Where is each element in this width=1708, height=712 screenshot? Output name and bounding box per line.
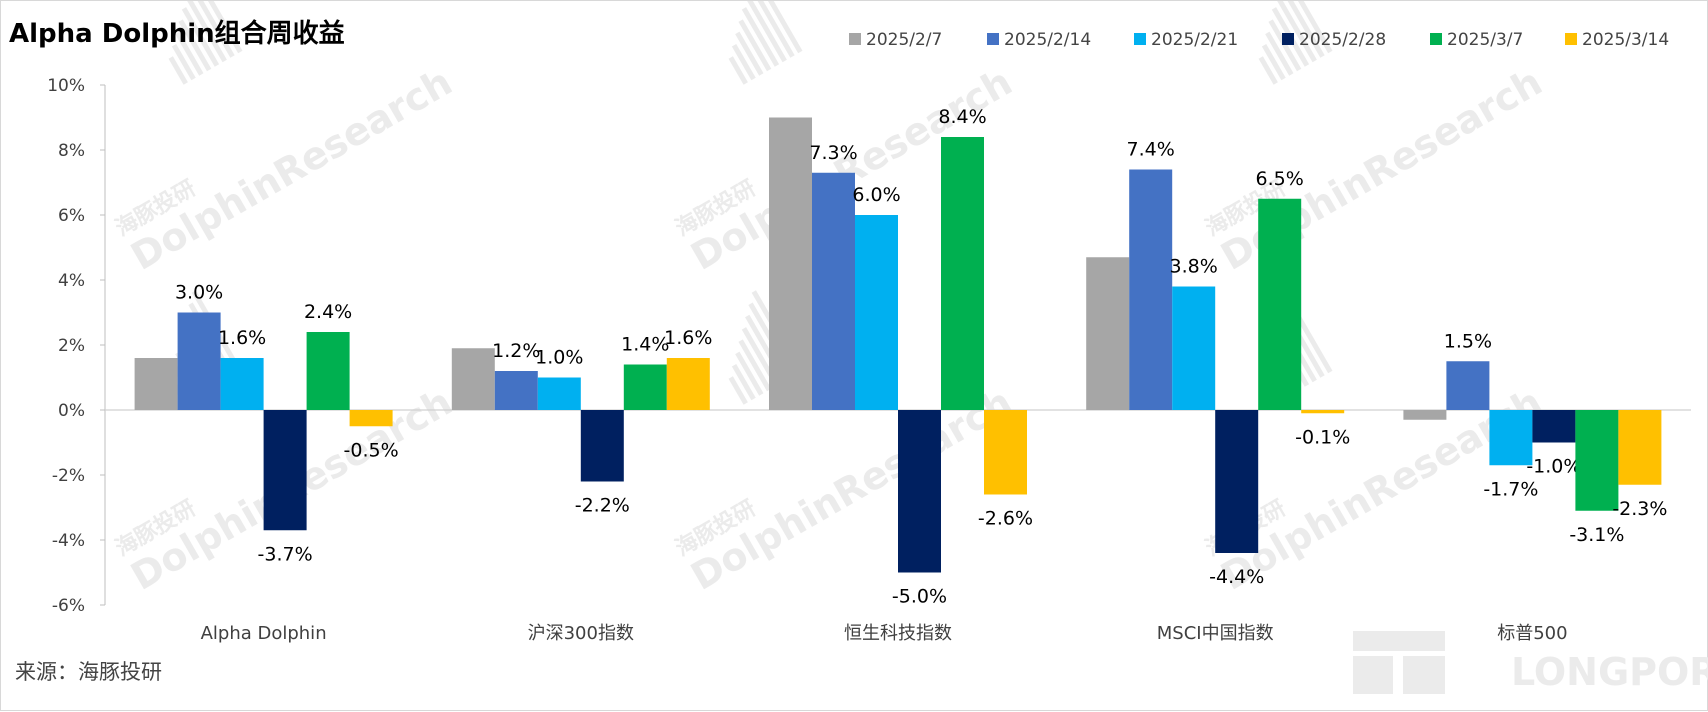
x-category-label: 沪深300指数 bbox=[528, 623, 634, 644]
partner-logo-text: LONGPORT bbox=[1511, 650, 1708, 694]
y-tick-label: 4% bbox=[58, 271, 85, 291]
data-label: 8.4% bbox=[938, 106, 986, 128]
x-category-label: 恒生科技指数 bbox=[844, 623, 952, 644]
data-label: 6.5% bbox=[1256, 168, 1304, 190]
legend-label: 2025/2/14 bbox=[1004, 30, 1091, 50]
data-label: -0.5% bbox=[344, 439, 399, 461]
x-category-label: 标普500 bbox=[1497, 623, 1567, 644]
y-tick-label: 2% bbox=[58, 336, 85, 356]
bar bbox=[624, 365, 667, 411]
y-tick-label: 8% bbox=[58, 141, 85, 161]
data-label: 6.0% bbox=[852, 184, 900, 206]
x-category-label: MSCI中国指数 bbox=[1157, 623, 1274, 644]
bar bbox=[1575, 410, 1618, 511]
bar bbox=[812, 173, 855, 410]
bar bbox=[855, 215, 898, 410]
y-tick-label: 10% bbox=[47, 76, 85, 96]
data-label: 1.6% bbox=[664, 327, 712, 349]
bar bbox=[307, 332, 350, 410]
bar bbox=[495, 371, 538, 410]
legend-swatch bbox=[1134, 33, 1146, 45]
x-category-label: Alpha Dolphin bbox=[201, 623, 327, 644]
data-label: 7.3% bbox=[809, 142, 857, 164]
bar bbox=[769, 118, 812, 411]
legend-label: 2025/2/21 bbox=[1151, 30, 1238, 50]
legend-swatch bbox=[1282, 33, 1294, 45]
data-label: 1.6% bbox=[218, 327, 266, 349]
watermark-en: DolphinResearch bbox=[684, 379, 1020, 598]
bar bbox=[1403, 410, 1446, 420]
bar bbox=[941, 137, 984, 410]
data-label: -2.3% bbox=[1612, 498, 1667, 520]
watermark-en: DolphinResearch bbox=[124, 59, 460, 278]
data-label: -3.7% bbox=[258, 543, 313, 565]
bar bbox=[1086, 257, 1129, 410]
bar bbox=[178, 313, 221, 411]
data-label: 3.0% bbox=[175, 282, 223, 304]
bar bbox=[538, 378, 581, 411]
bar bbox=[221, 358, 264, 410]
y-tick-label: -4% bbox=[52, 531, 85, 551]
bar bbox=[1215, 410, 1258, 553]
data-label: 3.8% bbox=[1170, 256, 1218, 278]
y-tick-label: -2% bbox=[52, 466, 85, 486]
bar bbox=[1532, 410, 1575, 443]
legend-swatch bbox=[1565, 33, 1577, 45]
chart-title: Alpha Dolphin组合周收益 bbox=[9, 13, 345, 50]
legend-label: 2025/3/14 bbox=[1582, 30, 1669, 50]
y-tick-label: 0% bbox=[58, 401, 85, 421]
data-label: 1.0% bbox=[535, 347, 583, 369]
bar bbox=[667, 358, 710, 410]
bar bbox=[581, 410, 624, 482]
data-label: -2.6% bbox=[978, 508, 1033, 530]
legend-label: 2025/2/28 bbox=[1299, 30, 1386, 50]
bar bbox=[350, 410, 393, 426]
bar bbox=[984, 410, 1027, 495]
bar bbox=[135, 358, 178, 410]
data-label: 1.4% bbox=[621, 334, 669, 356]
y-tick-label: 6% bbox=[58, 206, 85, 226]
bar bbox=[898, 410, 941, 573]
bar bbox=[1129, 170, 1172, 411]
bar bbox=[1618, 410, 1661, 485]
y-tick-label: -6% bbox=[52, 596, 85, 616]
bar bbox=[452, 348, 495, 410]
data-label: -1.0% bbox=[1526, 456, 1581, 478]
data-label: 1.5% bbox=[1444, 330, 1492, 352]
legend-swatch bbox=[849, 33, 861, 45]
legend-label: 2025/3/7 bbox=[1447, 30, 1523, 50]
bar bbox=[1446, 361, 1489, 410]
bar bbox=[1301, 410, 1344, 413]
legend-swatch bbox=[1430, 33, 1442, 45]
data-label: -5.0% bbox=[892, 586, 947, 608]
data-label: -2.2% bbox=[575, 495, 630, 517]
data-label: -1.7% bbox=[1483, 478, 1538, 500]
partner-logo-block bbox=[1353, 631, 1445, 651]
bar bbox=[1258, 199, 1301, 410]
data-label: 1.2% bbox=[492, 340, 540, 362]
bar bbox=[264, 410, 307, 530]
legend-swatch bbox=[987, 33, 999, 45]
partner-logo-block bbox=[1403, 656, 1445, 694]
data-label: -0.1% bbox=[1295, 426, 1350, 448]
data-label: -4.4% bbox=[1209, 566, 1264, 588]
data-label: 2.4% bbox=[304, 301, 352, 323]
bar bbox=[1172, 287, 1215, 411]
partner-logo-block bbox=[1353, 656, 1393, 694]
data-label: -3.1% bbox=[1569, 524, 1624, 546]
legend-label: 2025/2/7 bbox=[866, 30, 942, 50]
source-note: 来源：海豚投研 bbox=[15, 656, 162, 686]
data-label: 7.4% bbox=[1127, 139, 1175, 161]
